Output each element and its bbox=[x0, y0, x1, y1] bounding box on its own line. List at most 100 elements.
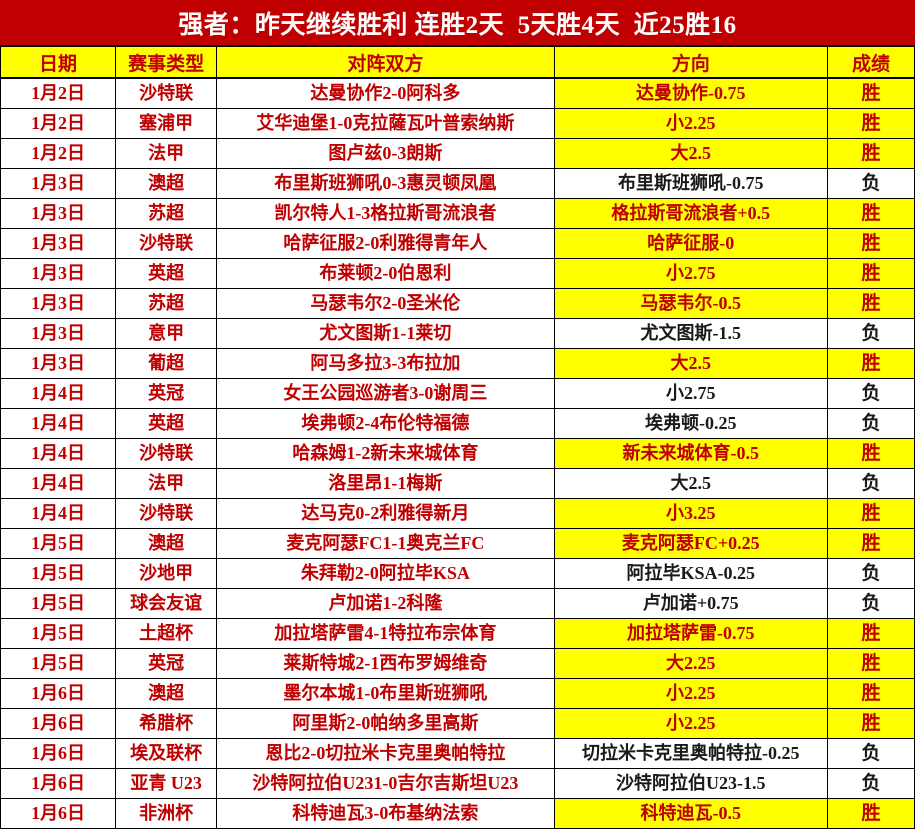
cell-match: 沙特阿拉伯U231-0吉尔吉斯坦U23 bbox=[216, 768, 555, 799]
cell-result: 胜 bbox=[826, 108, 915, 139]
table-row: 1月5日 土超杯 加拉塔萨雷4-1特拉布宗体育 加拉塔萨雷-0.75 胜 bbox=[0, 618, 915, 649]
cell-result: 胜 bbox=[826, 708, 915, 739]
cell-date: 1月5日 bbox=[0, 558, 117, 589]
cell-direction: 大2.25 bbox=[553, 648, 828, 679]
cell-league: 苏超 bbox=[115, 198, 218, 229]
cell-result: 负 bbox=[826, 468, 915, 499]
cell-result: 胜 bbox=[826, 138, 915, 169]
table-row: 1月6日 希腊杯 阿里斯2-0帕纳多里高斯 小2.25 胜 bbox=[0, 708, 915, 739]
cell-match: 尤文图斯1-1莱切 bbox=[216, 318, 555, 349]
cell-match: 达马克0-2利雅得新月 bbox=[216, 498, 555, 529]
table-row: 1月2日 塞浦甲 艾华迪堡1-0克拉薩瓦叶普索纳斯 小2.25 胜 bbox=[0, 108, 915, 139]
cell-date: 1月6日 bbox=[0, 738, 117, 769]
cell-result: 胜 bbox=[826, 678, 915, 709]
cell-direction: 小3.25 bbox=[553, 498, 828, 529]
cell-result: 胜 bbox=[826, 648, 915, 679]
cell-match: 布莱顿2-0伯恩利 bbox=[216, 258, 555, 289]
cell-direction: 埃弗顿-0.25 bbox=[553, 408, 828, 439]
cell-date: 1月4日 bbox=[0, 438, 117, 469]
cell-league: 英超 bbox=[115, 258, 218, 289]
cell-direction: 科特迪瓦-0.5 bbox=[553, 798, 828, 829]
column-header-date: 日期 bbox=[0, 45, 117, 79]
cell-league: 球会友谊 bbox=[115, 588, 218, 619]
table-row: 1月4日 英冠 女王公园巡游者3-0谢周三 小2.75 负 bbox=[0, 378, 915, 409]
cell-result: 胜 bbox=[826, 198, 915, 229]
cell-match: 朱拜勒2-0阿拉毕KSA bbox=[216, 558, 555, 589]
cell-date: 1月3日 bbox=[0, 288, 117, 319]
table-row: 1月3日 苏超 马瑟韦尔2-0圣米伦 马瑟韦尔-0.5 胜 bbox=[0, 288, 915, 319]
cell-match: 莱斯特城2-1西布罗姆维奇 bbox=[216, 648, 555, 679]
table-row: 1月3日 意甲 尤文图斯1-1莱切 尤文图斯-1.5 负 bbox=[0, 318, 915, 349]
cell-league: 英冠 bbox=[115, 378, 218, 409]
cell-direction: 卢加诺+0.75 bbox=[553, 588, 828, 619]
cell-direction: 大2.5 bbox=[553, 468, 828, 499]
cell-result: 胜 bbox=[826, 77, 915, 109]
cell-result: 负 bbox=[826, 408, 915, 439]
table-row: 1月5日 澳超 麦克阿瑟FC1-1奥克兰FC 麦克阿瑟FC+0.25 胜 bbox=[0, 528, 915, 559]
cell-result: 负 bbox=[826, 588, 915, 619]
cell-match: 恩比2-0切拉米卡克里奥帕特拉 bbox=[216, 738, 555, 769]
cell-direction: 加拉塔萨雷-0.75 bbox=[553, 618, 828, 649]
cell-date: 1月4日 bbox=[0, 378, 117, 409]
cell-date: 1月2日 bbox=[0, 77, 117, 109]
cell-result: 胜 bbox=[826, 348, 915, 379]
results-table: 日期 赛事类型 对阵双方 方向 成绩 1月2日 沙特联 达曼协作2-0阿科多 达曼协作… bbox=[0, 45, 915, 829]
table-row: 1月5日 英冠 莱斯特城2-1西布罗姆维奇 大2.25 胜 bbox=[0, 648, 915, 679]
cell-match: 马瑟韦尔2-0圣米伦 bbox=[216, 288, 555, 319]
cell-match: 哈森姆1-2新未来城体育 bbox=[216, 438, 555, 469]
cell-league: 澳超 bbox=[115, 168, 218, 199]
cell-direction: 阿拉毕KSA-0.25 bbox=[553, 558, 828, 589]
cell-direction: 小2.25 bbox=[553, 708, 828, 739]
cell-result: 胜 bbox=[826, 228, 915, 259]
cell-result: 负 bbox=[826, 318, 915, 349]
cell-direction: 麦克阿瑟FC+0.25 bbox=[553, 528, 828, 559]
cell-match: 阿马多拉3-3布拉加 bbox=[216, 348, 555, 379]
cell-direction: 小2.75 bbox=[553, 258, 828, 289]
cell-league: 苏超 bbox=[115, 288, 218, 319]
cell-date: 1月2日 bbox=[0, 108, 117, 139]
cell-match: 女王公园巡游者3-0谢周三 bbox=[216, 378, 555, 409]
cell-league: 埃及联杯 bbox=[115, 738, 218, 769]
table-row: 1月6日 埃及联杯 恩比2-0切拉米卡克里奥帕特拉 切拉米卡克里奥帕特拉-0.25 负 bbox=[0, 738, 915, 769]
cell-match: 卢加诺1-2科隆 bbox=[216, 588, 555, 619]
cell-match: 墨尔本城1-0布里斯班狮吼 bbox=[216, 678, 555, 709]
cell-league: 英超 bbox=[115, 408, 218, 439]
cell-league: 沙地甲 bbox=[115, 558, 218, 589]
cell-direction: 小2.75 bbox=[553, 378, 828, 409]
cell-date: 1月6日 bbox=[0, 798, 117, 829]
cell-date: 1月3日 bbox=[0, 318, 117, 349]
cell-result: 负 bbox=[826, 768, 915, 799]
table-row: 1月5日 球会友谊 卢加诺1-2科隆 卢加诺+0.75 负 bbox=[0, 588, 915, 619]
table-row: 1月2日 沙特联 达曼协作2-0阿科多 达曼协作-0.75 胜 bbox=[0, 77, 915, 109]
cell-match: 麦克阿瑟FC1-1奥克兰FC bbox=[216, 528, 555, 559]
cell-date: 1月3日 bbox=[0, 168, 117, 199]
cell-date: 1月3日 bbox=[0, 348, 117, 379]
cell-result: 胜 bbox=[826, 438, 915, 469]
cell-match: 科特迪瓦3-0布基纳法索 bbox=[216, 798, 555, 829]
cell-match: 埃弗顿2-4布伦特福德 bbox=[216, 408, 555, 439]
table-row: 1月3日 苏超 凯尔特人1-3格拉斯哥流浪者 格拉斯哥流浪者+0.5 胜 bbox=[0, 198, 915, 229]
cell-direction: 尤文图斯-1.5 bbox=[553, 318, 828, 349]
table-row: 1月3日 澳超 布里斯班狮吼0-3惠灵顿凤凰 布里斯班狮吼-0.75 负 bbox=[0, 168, 915, 199]
table-row: 1月5日 沙地甲 朱拜勒2-0阿拉毕KSA 阿拉毕KSA-0.25 负 bbox=[0, 558, 915, 589]
cell-result: 负 bbox=[826, 738, 915, 769]
cell-direction: 格拉斯哥流浪者+0.5 bbox=[553, 198, 828, 229]
table-row: 1月3日 沙特联 哈萨征服2-0利雅得青年人 哈萨征服-0 胜 bbox=[0, 228, 915, 259]
cell-result: 负 bbox=[826, 378, 915, 409]
cell-league: 法甲 bbox=[115, 138, 218, 169]
cell-result: 胜 bbox=[826, 618, 915, 649]
table-body: 1月2日 沙特联 达曼协作2-0阿科多 达曼协作-0.75 胜 1月2日 塞浦甲 艾华迪堡1-… bbox=[0, 77, 915, 829]
cell-match: 哈萨征服2-0利雅得青年人 bbox=[216, 228, 555, 259]
cell-league: 沙特联 bbox=[115, 77, 218, 109]
table-row: 1月4日 沙特联 哈森姆1-2新未来城体育 新未来城体育-0.5 胜 bbox=[0, 438, 915, 469]
column-header-dir: 方向 bbox=[553, 45, 828, 79]
cell-result: 负 bbox=[826, 558, 915, 589]
table-row: 1月4日 英超 埃弗顿2-4布伦特福德 埃弗顿-0.25 负 bbox=[0, 408, 915, 439]
cell-direction: 达曼协作-0.75 bbox=[553, 77, 828, 109]
table-header: 日期 赛事类型 对阵双方 方向 成绩 bbox=[0, 45, 915, 79]
table-row: 1月6日 澳超 墨尔本城1-0布里斯班狮吼 小2.25 胜 bbox=[0, 678, 915, 709]
cell-league: 沙特联 bbox=[115, 438, 218, 469]
cell-date: 1月4日 bbox=[0, 468, 117, 499]
cell-date: 1月2日 bbox=[0, 138, 117, 169]
